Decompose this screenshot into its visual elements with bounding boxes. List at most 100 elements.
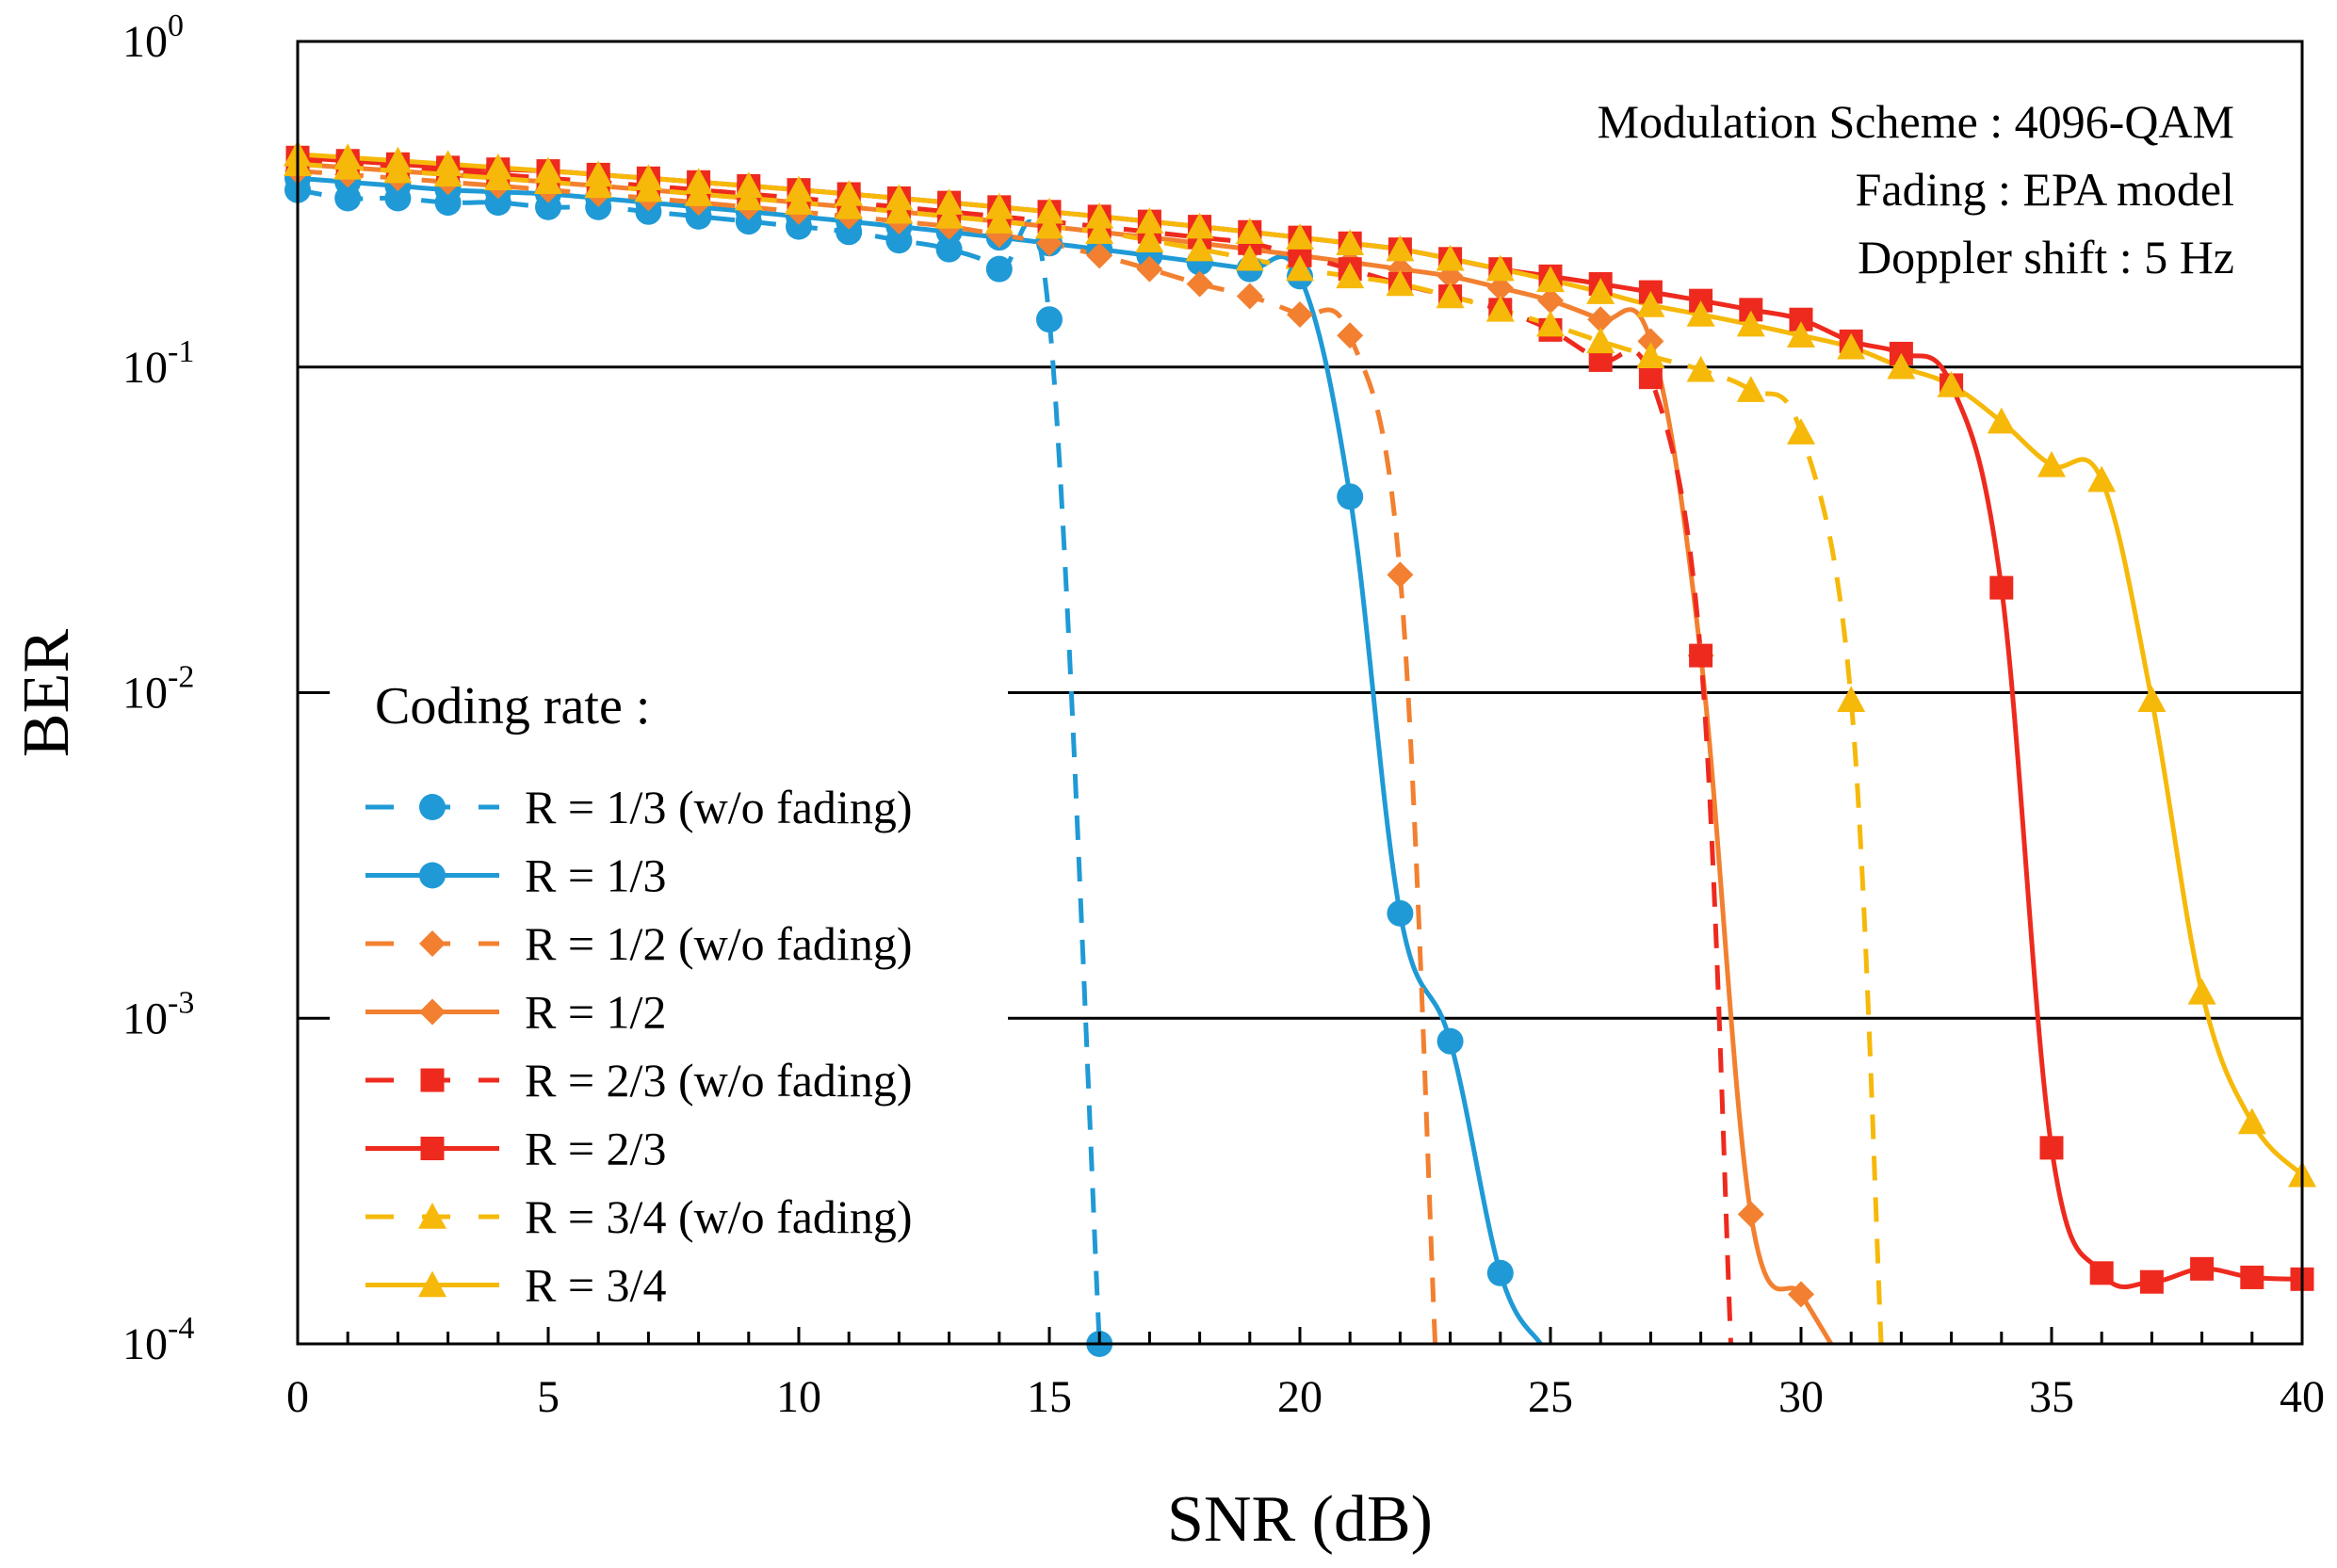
legend-marker	[419, 930, 446, 957]
data-point-7-16	[1085, 202, 1114, 229]
data-point-4-27	[1638, 365, 1663, 390]
data-point-7-11	[835, 179, 864, 206]
data-point-7-26	[1586, 278, 1615, 304]
data-point-7-1	[333, 143, 363, 170]
y-tick-label: 10-4	[122, 1311, 194, 1369]
y-axis-label: BER	[10, 629, 83, 757]
data-point-6-22	[1386, 269, 1415, 297]
data-point-3-30	[1788, 1281, 1814, 1308]
legend-label: R = 2/3 (w/o fading)	[525, 1054, 912, 1107]
y-tick-label: 100	[122, 8, 184, 67]
data-point-6-28	[1686, 355, 1715, 382]
data-point-6-31	[1837, 686, 1866, 712]
data-point-7-28	[1686, 299, 1715, 327]
data-point-6-12	[884, 197, 914, 224]
data-point-3-24	[1486, 274, 1514, 301]
legend-label: R = 2/3	[525, 1123, 666, 1175]
legend-marker	[419, 794, 446, 820]
data-point-7-31	[1837, 332, 1866, 360]
legend: R = 1/3 (w/o fading) R = 1/3 R = 1/2 (w/o …	[365, 781, 912, 1312]
data-point-7-12	[884, 184, 914, 211]
x-tick-label: 20	[1277, 1372, 1323, 1422]
data-point-6-23	[1436, 282, 1465, 309]
data-point-6-14	[984, 207, 1014, 234]
data-point-7-21	[1336, 229, 1365, 256]
x-tick-label: 30	[1778, 1372, 1824, 1422]
data-point-4-28	[1689, 643, 1713, 668]
data-point-7-14	[984, 192, 1014, 219]
x-ticks: 0 5 10 15 20 25 30 35 40	[286, 1327, 2325, 1422]
data-point-7-13	[934, 188, 964, 215]
data-point-7-29	[1736, 310, 1765, 337]
data-point-5-37	[2139, 1269, 2164, 1294]
data-point-6-16	[1085, 218, 1114, 245]
data-point-7-2	[383, 146, 413, 173]
annotation-doppler: Doppler shift : 5 Hz	[1858, 231, 2234, 283]
annotation-fading: Fading : EPA model	[1856, 163, 2234, 216]
data-point-7-3	[433, 150, 463, 177]
data-point-6-15	[1035, 212, 1063, 239]
data-point-6-18	[1185, 234, 1214, 262]
legend-title: Coding rate :	[375, 677, 650, 736]
legend-label: R = 1/2	[525, 986, 666, 1039]
data-point-6-29	[1736, 376, 1765, 402]
data-point-2-18	[1186, 270, 1213, 298]
data-point-2-19	[1236, 283, 1263, 310]
data-point-6-13	[934, 202, 964, 229]
legend-label: R = 3/4	[525, 1259, 666, 1312]
data-point-7-37	[2137, 686, 2167, 712]
data-point-2-20	[1287, 300, 1313, 328]
data-point-1-23	[1436, 1027, 1464, 1055]
data-point-5-38	[2190, 1256, 2215, 1281]
data-point-7-8	[684, 168, 713, 195]
legend-label: R = 1/2 (w/o fading)	[525, 917, 912, 970]
data-point-1-21	[1337, 483, 1364, 510]
data-point-7-19	[1235, 218, 1264, 245]
data-point-7-15	[1035, 197, 1063, 224]
legend-marker	[419, 862, 446, 889]
data-point-7-32	[1887, 352, 1916, 380]
data-point-7-20	[1286, 223, 1314, 250]
x-tick-label: 25	[1528, 1372, 1573, 1422]
data-point-7-23	[1436, 244, 1465, 271]
legend-label: R = 3/4 (w/o fading)	[525, 1190, 912, 1243]
data-point-1-24	[1486, 1259, 1514, 1286]
x-tick-label: 0	[286, 1372, 309, 1422]
data-point-3-26	[1587, 306, 1615, 333]
data-point-7-36	[2087, 465, 2117, 493]
data-point-0-14	[985, 255, 1013, 283]
data-point-5-39	[2240, 1265, 2264, 1289]
data-point-7-38	[2187, 978, 2216, 1005]
data-point-1-22	[1387, 899, 1414, 927]
data-point-5-35	[2039, 1136, 2064, 1160]
data-point-7-39	[2237, 1107, 2266, 1135]
x-tick-label: 5	[537, 1372, 560, 1422]
data-point-7-24	[1485, 254, 1515, 282]
data-point-7-22	[1386, 234, 1415, 262]
data-point-2-21	[1337, 322, 1364, 349]
data-point-3-27	[1637, 328, 1664, 355]
legend-marker	[418, 1203, 446, 1229]
data-point-7-6	[584, 160, 613, 187]
data-point-6-30	[1787, 418, 1815, 445]
data-point-5-36	[2089, 1261, 2114, 1285]
data-point-7-18	[1185, 212, 1214, 239]
x-axis-label: SNR (dB)	[1167, 1483, 1433, 1556]
x-tick-label: 40	[2280, 1372, 2325, 1422]
data-point-7-7	[634, 164, 663, 191]
series-markers	[284, 139, 2316, 1357]
data-point-7-34	[1987, 407, 2016, 434]
x-tick-label: 15	[1027, 1372, 1072, 1422]
data-point-6-24	[1485, 295, 1515, 322]
legend-marker	[419, 998, 446, 1026]
legend-marker	[420, 1068, 445, 1092]
data-point-3-25	[1537, 287, 1564, 315]
data-point-6-17	[1135, 226, 1164, 252]
annotation-modulation: Modulation Scheme : 4096-QAM	[1598, 95, 2234, 148]
data-point-7-4	[483, 153, 512, 180]
data-point-6-26	[1586, 327, 1615, 354]
series-line-2	[297, 169, 1438, 1345]
data-point-7-9	[734, 171, 763, 199]
legend-marker	[420, 1137, 445, 1160]
